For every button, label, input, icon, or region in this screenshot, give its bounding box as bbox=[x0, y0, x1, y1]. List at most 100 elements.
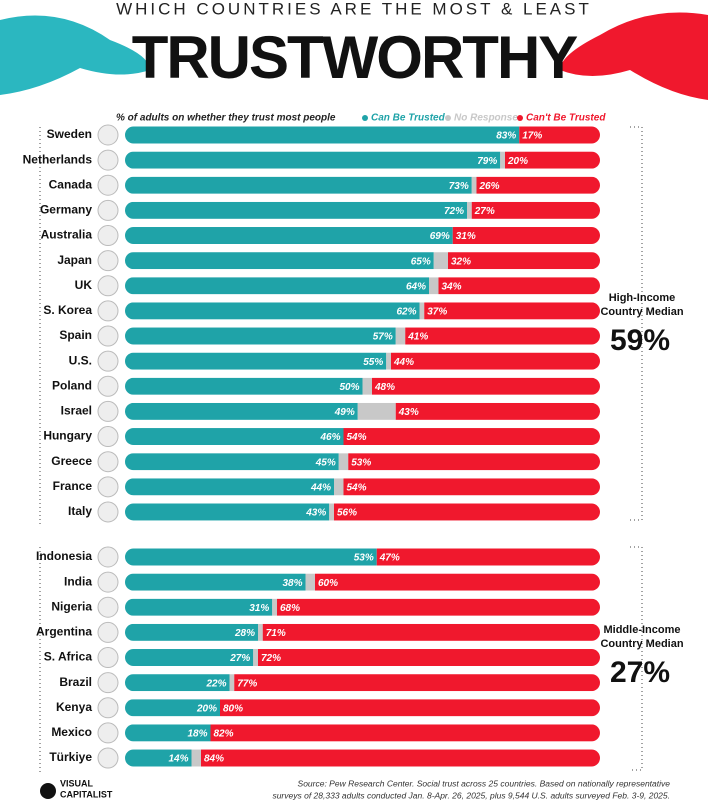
bar-segment bbox=[125, 252, 434, 270]
value-label: 43% bbox=[398, 407, 419, 418]
bar-segment bbox=[125, 402, 358, 420]
bar-segment bbox=[125, 623, 258, 641]
value-label: 48% bbox=[374, 382, 395, 393]
bar-row bbox=[125, 548, 600, 566]
category-label: S. Africa bbox=[44, 650, 93, 664]
bar-segment bbox=[258, 623, 263, 641]
bar-segment bbox=[229, 674, 235, 692]
category-label: India bbox=[64, 574, 92, 588]
flag-icon bbox=[97, 571, 119, 593]
bar-segment bbox=[125, 277, 429, 295]
brand: VISUAL bbox=[60, 778, 94, 788]
category-label: Türkiye bbox=[49, 750, 92, 764]
category-label: Netherlands bbox=[23, 152, 93, 166]
bar-segment bbox=[125, 573, 306, 591]
category-label: Canada bbox=[49, 177, 93, 191]
bar-row bbox=[125, 252, 600, 270]
annotation-value: 59% bbox=[610, 324, 670, 357]
category-label: S. Korea bbox=[43, 303, 92, 317]
flag-icon bbox=[97, 747, 119, 769]
bar-segment bbox=[452, 227, 600, 245]
category-label: Hungary bbox=[43, 429, 92, 443]
value-label: 45% bbox=[315, 457, 336, 468]
category-label: Sweden bbox=[47, 127, 92, 141]
category-label: Indonesia bbox=[36, 549, 92, 563]
value-label: 44% bbox=[310, 482, 331, 493]
bar-segment bbox=[125, 598, 273, 616]
legend-swatch bbox=[362, 115, 368, 121]
flag-icon bbox=[97, 199, 119, 221]
legend-label: Can Be Trusted bbox=[371, 113, 446, 124]
bar-segment bbox=[348, 453, 600, 471]
category-label: Brazil bbox=[59, 675, 92, 689]
bar-segment bbox=[500, 151, 505, 169]
bar-segment bbox=[125, 201, 467, 219]
bar-row bbox=[125, 327, 600, 345]
bar-row bbox=[125, 151, 600, 169]
value-label: 72% bbox=[444, 206, 464, 217]
category-label: UK bbox=[75, 278, 93, 292]
legend: Can Be Trusted No Response Can't Be Truste… bbox=[362, 113, 606, 124]
annotation: Middle-Income bbox=[603, 624, 680, 636]
category-label: Argentina bbox=[36, 625, 92, 639]
bar-segment bbox=[405, 327, 600, 345]
bar-segment bbox=[125, 327, 396, 345]
flag-icon bbox=[97, 621, 119, 643]
bar-segment bbox=[272, 598, 277, 616]
annotation-value: 27% bbox=[610, 656, 670, 689]
bracket bbox=[39, 546, 643, 772]
flag-icon bbox=[97, 697, 119, 719]
value-label: 14% bbox=[168, 754, 188, 765]
bar-segment bbox=[471, 176, 477, 194]
value-label: 82% bbox=[214, 729, 234, 740]
category-label: Kenya bbox=[56, 700, 92, 714]
category-label: Nigeria bbox=[51, 599, 92, 613]
value-label: 43% bbox=[305, 508, 326, 519]
value-label: 64% bbox=[406, 281, 426, 292]
category-label: U.S. bbox=[69, 353, 92, 367]
flag-icon bbox=[97, 476, 119, 498]
bar-row bbox=[125, 478, 600, 496]
value-label: 27% bbox=[229, 653, 250, 664]
bar-segment bbox=[386, 352, 391, 370]
bar-segment bbox=[125, 649, 254, 667]
bar-row bbox=[125, 699, 600, 717]
flag-icon bbox=[97, 596, 119, 618]
legend-label: Can't Be Trusted bbox=[526, 113, 606, 124]
value-label: 79% bbox=[477, 156, 497, 167]
bar-segment bbox=[125, 749, 192, 767]
bar-segment bbox=[253, 649, 258, 667]
flag-icon bbox=[97, 426, 119, 448]
bar-segment bbox=[210, 724, 600, 742]
bar-segment bbox=[391, 352, 600, 370]
value-label: 27% bbox=[474, 206, 495, 217]
bar-segment bbox=[429, 277, 439, 295]
bar-segment bbox=[262, 623, 600, 641]
flag-icon bbox=[97, 722, 119, 744]
value-label: 22% bbox=[205, 678, 226, 689]
bar-segment bbox=[125, 699, 220, 717]
bar-segment bbox=[125, 548, 377, 566]
bar-row bbox=[125, 428, 600, 446]
value-label: 17% bbox=[522, 131, 542, 142]
flag-icon bbox=[97, 501, 119, 523]
bar-segment bbox=[125, 227, 453, 245]
category-label: Spain bbox=[59, 328, 92, 342]
value-label: 53% bbox=[354, 553, 374, 564]
bracket bbox=[39, 126, 643, 525]
value-label: 56% bbox=[337, 508, 357, 519]
value-label: 77% bbox=[237, 678, 257, 689]
annotation: Country Median bbox=[600, 638, 683, 650]
flag-icon bbox=[97, 647, 119, 669]
bar-row bbox=[125, 749, 600, 767]
annotation: Country Median bbox=[600, 306, 683, 318]
bar-segment bbox=[476, 176, 600, 194]
category-label: Greece bbox=[51, 454, 92, 468]
value-label: 68% bbox=[280, 603, 300, 614]
bar-segment bbox=[125, 453, 339, 471]
legend-swatch bbox=[445, 115, 451, 121]
value-label: 69% bbox=[430, 231, 450, 242]
bar-segment bbox=[519, 126, 600, 144]
value-label: 53% bbox=[351, 457, 371, 468]
legend-label: No Response bbox=[454, 113, 518, 124]
